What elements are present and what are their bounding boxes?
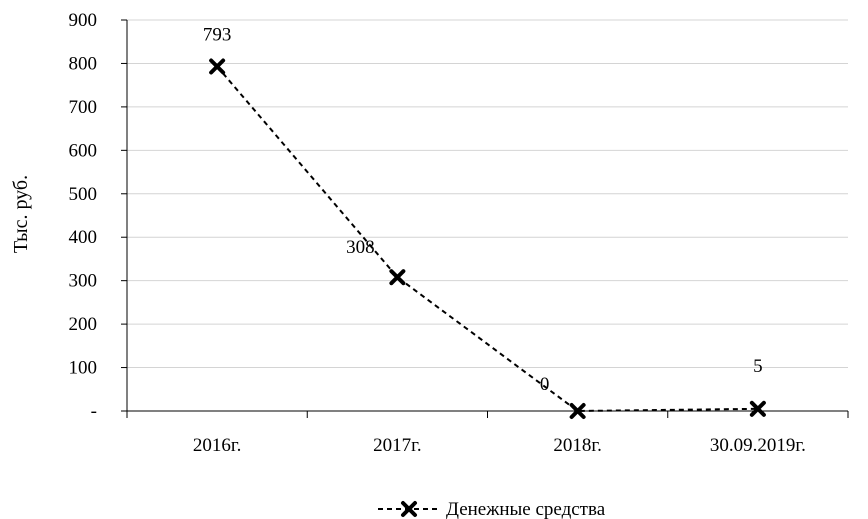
y-tick-labels: - 100 200 300 400 500 600 700 800 900 (69, 10, 98, 422)
legend-label: Денежные средства (446, 499, 606, 519)
data-label: 0 (540, 374, 550, 395)
legend: Денежные средства (378, 499, 606, 519)
y-tick-label: 900 (69, 10, 98, 31)
series-line (216, 65, 758, 413)
data-point-marker (389, 269, 406, 286)
axes (121, 19, 849, 418)
y-tick-label: 200 (69, 314, 98, 335)
series-lines (209, 58, 766, 419)
data-point-marker (209, 58, 226, 75)
data-point-marker (569, 403, 586, 419)
x-tick-label: 2018г. (553, 435, 601, 456)
data-point-marker (749, 400, 766, 417)
x-tick-label: 2016г. (193, 435, 241, 456)
y-tick-label: 500 (69, 184, 98, 205)
y-tick-label: - (91, 401, 97, 422)
data-label: 308 (346, 237, 375, 258)
x-tick-label: 30.09.2019г. (710, 435, 806, 456)
x-tick-labels: 2016г. 2017г. 2018г. 30.09.2019г. (193, 435, 806, 456)
gridlines (127, 19, 848, 369)
y-tick-label: 800 (69, 53, 98, 74)
y-axis-title: Тыс. руб. (10, 175, 32, 253)
data-labels: 793 308 0 5 (203, 24, 763, 395)
y-tick-label: 400 (69, 227, 98, 248)
y-tick-label: 600 (69, 140, 98, 161)
y-tick-label: 700 (69, 97, 98, 118)
x-tick-label: 2017г. (373, 435, 421, 456)
data-label: 5 (753, 356, 763, 377)
y-tick-label: 300 (69, 271, 98, 292)
legend-marker (401, 501, 417, 517)
data-label: 793 (203, 24, 232, 45)
y-tick-label: 100 (69, 358, 98, 379)
